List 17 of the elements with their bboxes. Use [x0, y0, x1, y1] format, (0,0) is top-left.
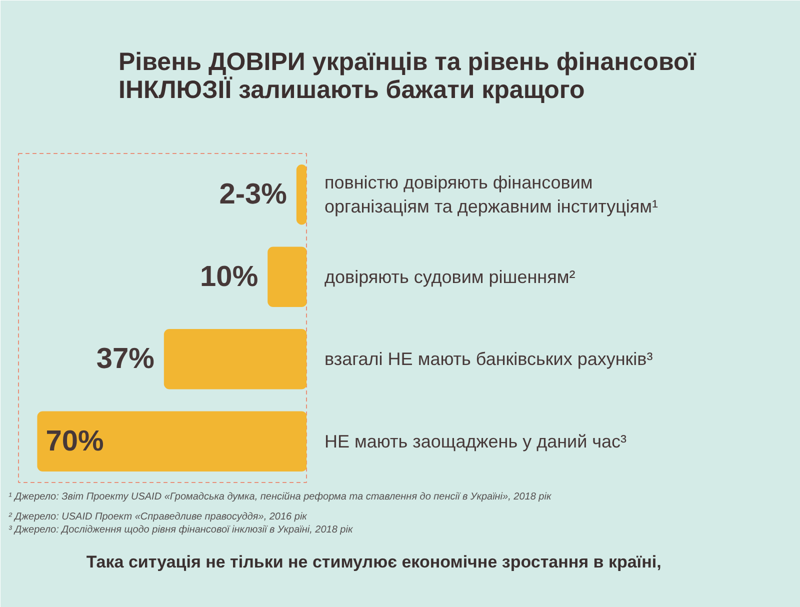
bar [268, 246, 306, 307]
text: ³ Джерело: Дослідження щодо рівня фінансової інклюзії в Україні, 2018 рік [8, 524, 354, 536]
bar [164, 329, 306, 390]
data-label: 2-3% [219, 178, 288, 211]
data-label: 10% [200, 260, 258, 293]
bar [296, 164, 306, 225]
bar [37, 411, 306, 472]
y-tick-label: НЕ мають заощаджень у даний час³ [324, 431, 627, 452]
y-tick-label: повністю довіряють фінансовим організаціям та державним інституціям¹ [324, 172, 658, 217]
text: Рівень ДОВІРИ українців та рівень фінансової ІНКЛЮЗІЇ залишають бажати кращого [118, 48, 697, 104]
y-tick-label: взагалі НЕ мають банківських рахунків³ [324, 349, 653, 370]
data-label: 70% [46, 425, 104, 458]
data-label: 37% [96, 343, 155, 376]
text: ¹ Джерело: Звіт Проекту USAID «Громадська думка, пенсійна реформа та ставлення до пенсії в Україні», 2018 рік [8, 492, 552, 502]
text: Така ситуація не тільки не стимулює економічне зростання в країні, [86, 552, 662, 572]
y-tick-label: довіряють судовим рішенням² [324, 266, 576, 287]
text: ² Джерело: USAID Проект «Справедливе правосуддя», 2016 рік [8, 512, 308, 522]
